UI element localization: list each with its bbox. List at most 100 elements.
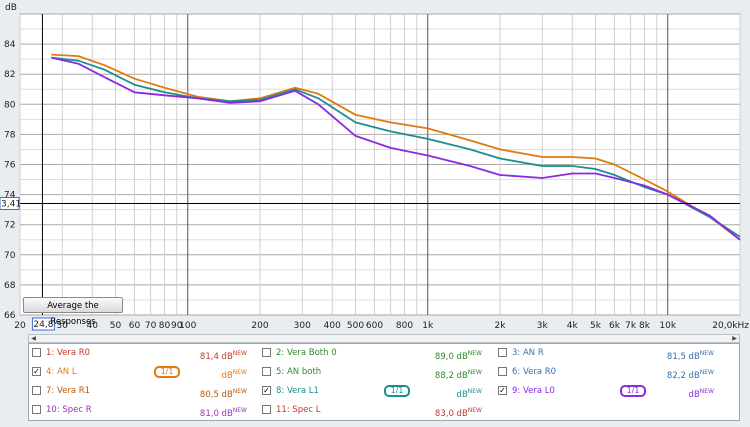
measurement-name: 3: AN R <box>512 348 544 358</box>
octave-smoothing-badge[interactable]: 1/1 <box>154 366 180 378</box>
new-tag: NEW <box>232 407 247 414</box>
new-tag: NEW <box>699 350 714 357</box>
measurement-checkbox[interactable] <box>498 367 507 376</box>
x-tick-label: 4k <box>567 321 579 331</box>
legend-row: 1: Vera R0 81,4 dBNEW 2: Vera Both 0 89,0 d… <box>29 344 741 363</box>
legend-item: 5: AN both 88,2 dBNEW <box>259 363 491 382</box>
x-tick-label: 20 <box>14 321 26 331</box>
x-tick-label: 6k <box>609 321 621 331</box>
measurement-name: 9: Vera L0 <box>512 386 555 396</box>
cursor-y-readout-box <box>0 196 20 210</box>
measurement-level: 80,5 dBNEW <box>199 388 247 400</box>
x-tick-label: 8k <box>639 321 651 331</box>
cursor-x-readout: 24,8 <box>33 320 53 330</box>
scroll-right-arrow-icon[interactable]: ▶ <box>732 335 737 342</box>
x-tick-label: 3k <box>537 321 549 331</box>
legend-row: 10: Spec R 81,0 dBNEW 11: Spec L 83,0 dBNEW <box>29 401 741 420</box>
x-tick-label: 600 <box>366 321 383 331</box>
y-tick-label: 76 <box>4 161 16 171</box>
x-tick-label: 90 <box>171 321 183 331</box>
new-tag: NEW <box>232 388 247 395</box>
y-tick-label: 66 <box>4 311 16 321</box>
measurement-checkbox[interactable] <box>32 405 41 414</box>
new-tag: NEW <box>467 388 482 395</box>
measurement-checkbox[interactable] <box>262 405 271 414</box>
x-tick-label: 1k <box>422 321 434 331</box>
y-tick-label: 78 <box>4 130 16 140</box>
measurement-name: 11: Spec L <box>276 405 321 415</box>
measurement-name: 10: Spec R <box>46 405 92 415</box>
x-tick-label: 80 <box>159 321 171 331</box>
new-tag: NEW <box>467 369 482 376</box>
new-tag: NEW <box>699 388 714 395</box>
legend-item: 7: Vera R1 80,5 dBNEW <box>29 382 261 401</box>
measurement-legend: 1: Vera R0 81,4 dBNEW 2: Vera Both 0 89,0 d… <box>28 343 740 421</box>
measurement-checkbox[interactable]: ✓ <box>32 367 41 376</box>
x-tick-label: 10k <box>659 321 676 331</box>
measurement-checkbox[interactable] <box>498 348 507 357</box>
frequency-response-chart[interactable]: 66687072747678808284dB203040506070809010… <box>0 0 750 340</box>
measurement-name: 5: AN both <box>276 367 322 377</box>
x-tick-label: 50 <box>110 321 122 331</box>
y-axis-unit-label: dB <box>5 3 17 13</box>
average-responses-button[interactable]: Average the Responses <box>23 297 123 327</box>
x-tick-label: 70 <box>145 321 157 331</box>
measurement-level: 83,0 dBNEW <box>434 407 482 419</box>
new-tag: NEW <box>232 350 247 357</box>
measurement-name: 6: Vera R0 <box>512 367 557 377</box>
measurement-checkbox[interactable]: ✓ <box>498 386 507 395</box>
y-tick-label: 84 <box>4 40 16 50</box>
new-tag: NEW <box>467 407 482 414</box>
x-tick-label: 400 <box>324 321 341 331</box>
measurement-level: 89,0 dBNEW <box>434 350 482 362</box>
measurement-checkbox[interactable] <box>262 348 271 357</box>
new-tag: NEW <box>232 369 247 376</box>
measurement-level: dBNEW <box>456 388 482 400</box>
new-tag: NEW <box>699 369 714 376</box>
new-tag: NEW <box>467 350 482 357</box>
octave-smoothing-badge[interactable]: 1/1 <box>620 385 646 397</box>
legend-item: ✓ 8: Vera L1 dBNEW 1/1 <box>259 382 491 401</box>
cursor-x-readout-box <box>31 317 55 331</box>
series-line-an-l <box>51 53 741 241</box>
x-tick-label: 20,0kHz <box>712 321 749 331</box>
measurement-level: 81,0 dBNEW <box>199 407 247 419</box>
legend-item: 6: Vera R0 82,2 dBNEW <box>495 363 727 382</box>
legend-item: 10: Spec R 81,0 dBNEW <box>29 401 261 420</box>
cursor-y-readout: 3,41 <box>1 199 21 209</box>
measurement-name: 7: Vera R1 <box>46 386 91 396</box>
measurement-level: dBNEW <box>221 369 247 381</box>
x-tick-label: 100 <box>179 321 196 331</box>
x-tick-label: 5k <box>590 321 602 331</box>
measurement-checkbox[interactable]: ✓ <box>262 386 271 395</box>
legend-item: 1: Vera R0 81,4 dBNEW <box>29 344 261 363</box>
x-tick-label: 800 <box>396 321 413 331</box>
x-tick-label: 60 <box>129 321 141 331</box>
x-tick-label: 500 <box>347 321 364 331</box>
measurement-level: 88,2 dBNEW <box>434 369 482 381</box>
measurement-level: 81,4 dBNEW <box>199 350 247 362</box>
y-tick-label: 74 <box>4 191 16 201</box>
y-tick-label: 72 <box>4 221 15 231</box>
legend-item: 3: AN R 81,5 dBNEW <box>495 344 727 363</box>
series-line-vera-l0 <box>51 56 741 241</box>
octave-smoothing-badge[interactable]: 1/1 <box>384 385 410 397</box>
x-tick-label: 200 <box>251 321 268 331</box>
measurement-checkbox[interactable] <box>32 386 41 395</box>
series-line-vera-l1 <box>51 56 741 238</box>
scroll-left-arrow-icon[interactable]: ◀ <box>31 335 36 342</box>
x-tick-label: 7k <box>625 321 637 331</box>
x-tick-label: 30 <box>57 321 69 331</box>
legend-row: 7: Vera R1 80,5 dBNEW ✓ 8: Vera L1 dBNEW 1/1 ✓… <box>29 382 741 401</box>
legend-item: 2: Vera Both 0 89,0 dBNEW <box>259 344 491 363</box>
measurement-level: dBNEW <box>688 388 714 400</box>
y-tick-label: 80 <box>4 100 16 110</box>
legend-item: 11: Spec L 83,0 dBNEW <box>259 401 491 420</box>
measurement-checkbox[interactable] <box>262 367 271 376</box>
measurement-checkbox[interactable] <box>32 348 41 357</box>
measurement-name: 2: Vera Both 0 <box>276 348 337 358</box>
y-tick-label: 70 <box>4 251 16 261</box>
legend-scroll-strip[interactable]: ◀ ▶ <box>28 334 740 343</box>
y-tick-label: 82 <box>4 70 15 80</box>
y-tick-label: 68 <box>4 281 16 291</box>
